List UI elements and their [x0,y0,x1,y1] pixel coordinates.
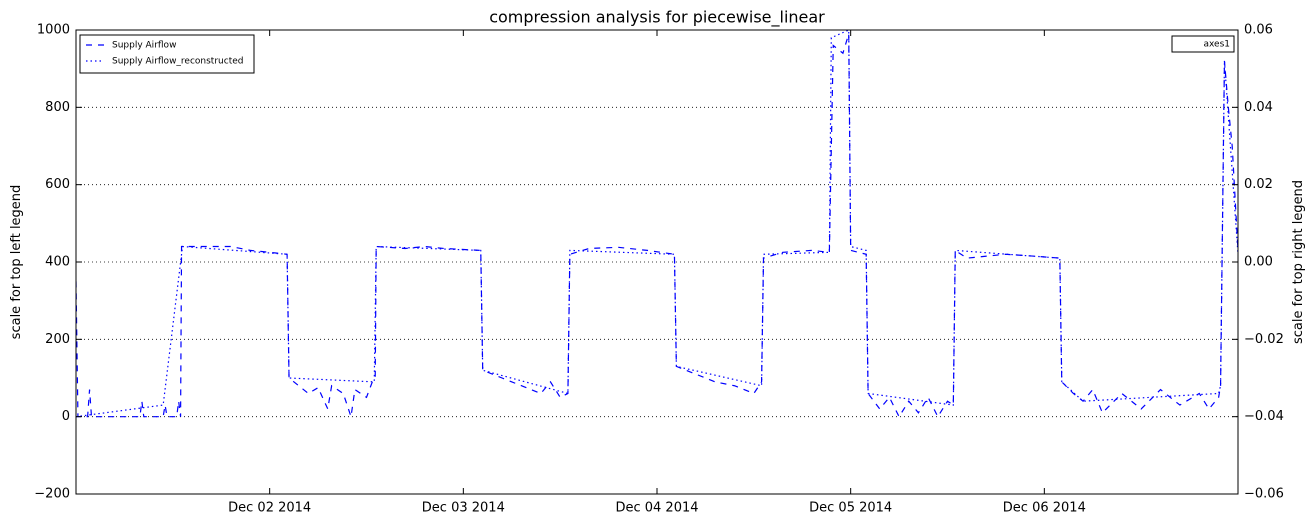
y2-tick-label: −0.02 [1244,332,1284,347]
y2-tick-label: −0.04 [1244,409,1284,424]
x-tick-label: Dec 05 2014 [809,501,892,516]
y-tick-label: 0 [62,409,70,424]
x-tick-label: Dec 06 2014 [1003,501,1086,516]
y2-tick-label: −0.06 [1244,487,1284,502]
series-line [76,30,1238,418]
legend: Supply Airflow Supply Airflow_reconstruct… [79,34,1235,74]
legend-box [79,34,255,74]
chart-title: compression analysis for piecewise_linea… [489,8,825,28]
y2-tick-label: 0.06 [1244,23,1273,38]
legend-label: Supply Airflow_reconstructed [112,57,243,67]
plot-lines [76,30,1238,418]
ticks: −200 0 200 400 600 800 1000 −0.06 −0.04 −0.02 0.00… [34,23,1284,516]
legend2-box [1171,35,1235,53]
series-line [76,33,1238,418]
y-tick-label: 1000 [37,23,70,38]
y2-tick-label: 0.04 [1244,100,1273,115]
y-tick-label: 200 [45,332,70,347]
y-tick-label: 600 [45,177,70,192]
grid [76,29,1238,495]
x-tick-label: Dec 04 2014 [615,501,698,516]
y-tick-label: −200 [34,487,70,502]
x-tick-label: Dec 02 2014 [228,501,311,516]
y-tick-label: 400 [45,255,70,270]
y-axis-label: scale for top left legend [9,185,24,340]
y-tick-label: 800 [45,100,70,115]
legend-label: Supply Airflow [112,41,176,51]
y2-tick-label: 0.00 [1244,255,1273,270]
y2-tick-label: 0.02 [1244,177,1273,192]
y2-axis-label: scale for top right legend [1291,180,1306,344]
x-tick-label: Dec 03 2014 [422,501,505,516]
legend2-label: axes1 [1203,40,1230,50]
